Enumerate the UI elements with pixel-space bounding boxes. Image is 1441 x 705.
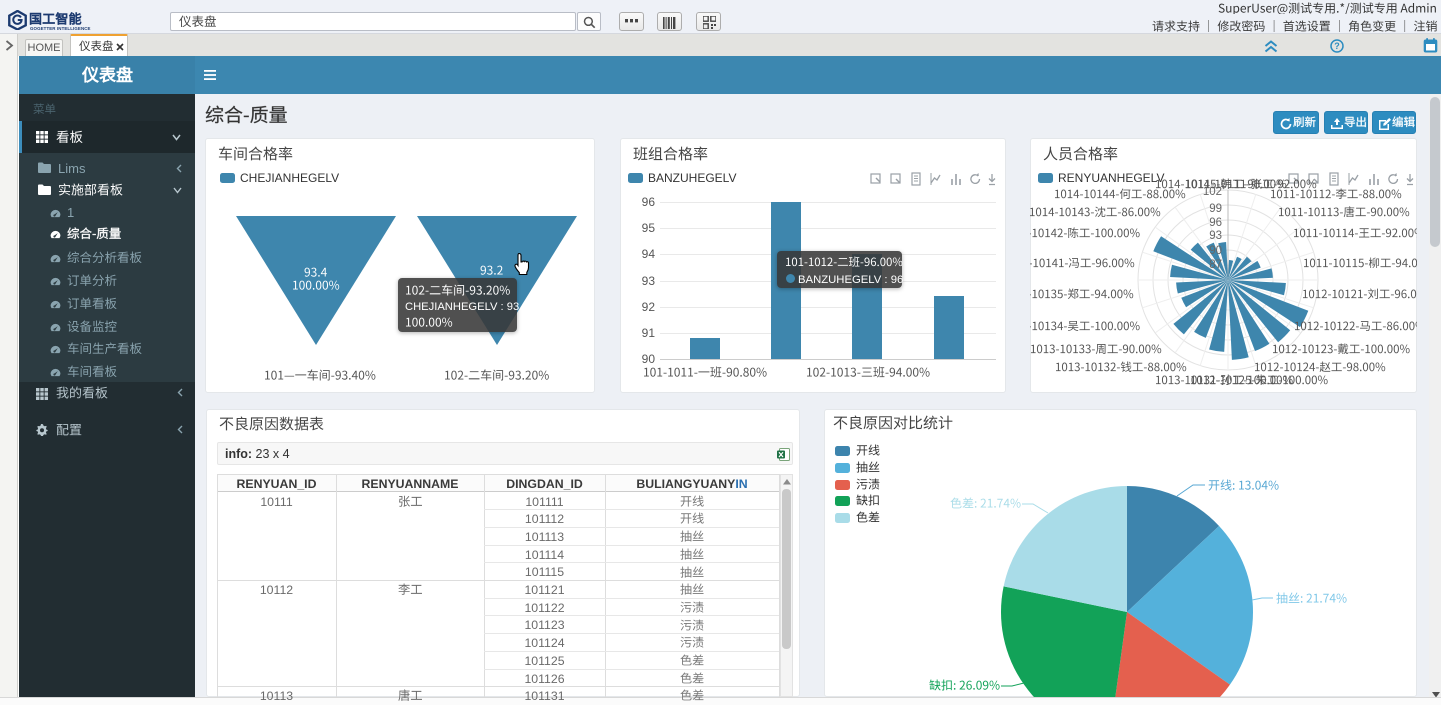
svg-text:?: ? (1334, 41, 1340, 51)
